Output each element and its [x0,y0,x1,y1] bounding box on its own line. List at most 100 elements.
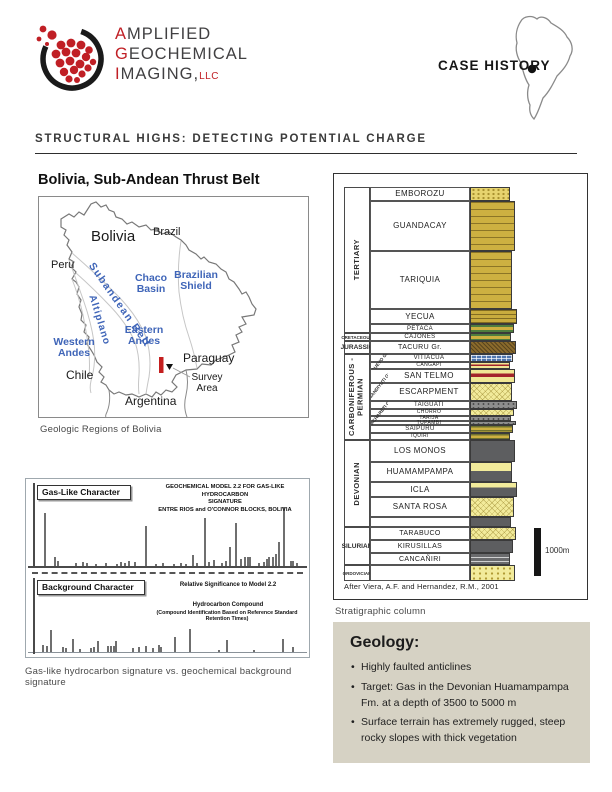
strat-period-silurian: SILURIAN [342,527,372,565]
bar [208,562,211,566]
map-label-western-andes: Western Andes [53,336,95,360]
bar [120,562,123,566]
strat-formation-chorro: CHORRO [370,409,470,416]
bar [145,525,148,566]
strat-lithology-escarpment [470,383,512,401]
strat-column-area: TERTIARY CRETACEOUS JURASSIC CARBONIFEROUS … [341,187,584,583]
gas-like-bars [36,481,304,566]
strat-formation-taiguati: TAIGUATI [370,401,470,409]
map-label-paraguay: Paraguay [183,351,235,365]
strat-lithology-saipuru [470,425,513,433]
bar [277,542,280,566]
logo-line-1: AMPLIFIED [115,24,212,43]
bar [272,557,275,566]
bar [162,562,165,566]
bar [292,561,295,566]
chart-ylabel: Relative Significance to Model 2.2 [179,582,277,588]
strat-lithology-kirusillas [470,540,513,553]
background-character-label: Background Character [37,580,145,595]
map-figure: Bolivia, Sub-Andean Thrust Belt [38,172,310,452]
bar [62,646,65,652]
geochemical-chart-box: Gas-Like Character GEOCHEMICAL MODEL 2.2… [25,478,310,658]
bar [225,561,228,566]
bolivia-map: Bolivia Brazil Peru Chaco Basin Brazilia… [38,196,309,418]
bar [203,518,206,566]
bar [160,646,163,652]
strat-lithology-santa-rosa [470,497,514,517]
gas-like-panel: Gas-Like Character GEOCHEMICAL MODEL 2.2… [28,481,307,568]
strat-formation-tarija: TARIJA [370,416,470,421]
strat-formation-cajones: CAJONES [370,333,470,341]
strat-formation-tupambi: TUPAMBI [370,420,470,425]
bar [75,562,78,566]
bar [116,564,119,566]
chart-caption: Gas-like hydrocarbon signature vs. geoch… [25,666,292,688]
bar [234,523,237,566]
bar [95,564,98,566]
bar [93,646,96,652]
agi-logo: AMPLIFIED GEOCHEMICAL IMAGING,LLC [33,18,248,92]
bar [64,647,67,652]
bar [97,641,100,652]
strat-group-mandiyuti-gr: MANDIYUTI Gr. [371,370,388,400]
panel-divider [32,572,303,574]
strat-formation-cangapi: CANGAPI [370,362,470,369]
strat-lithology-tupambi [470,421,516,425]
bar [50,629,53,652]
strat-lithology-chorro [470,409,514,416]
strat-formation-santa-rosa: SANTA ROSA [370,497,470,517]
strat-lithology-san-telmo [470,369,515,383]
bar [138,646,141,652]
strat-formation-tacuru-gr: TACURU Gr. [370,341,470,354]
strat-formation-guandacay: GUANDACAY [370,201,470,251]
bar [229,546,232,566]
bar [226,639,229,652]
bar [85,562,88,566]
bar [57,561,59,566]
neighbor-borders [105,369,188,417]
strat-lithology-tariquia [470,251,512,309]
header-rule [35,153,577,154]
bar [257,562,260,566]
south-america-outline-icon [515,15,573,121]
logo-line-2: GEOCHEMICAL [115,44,248,63]
strat-attribution: After Viera, A.F. and Hernandez, R.M., 2… [344,582,499,591]
chart-xlabel-line-1: Hydrocarbon Compound [192,602,264,608]
bar [79,649,82,652]
geology-bullet: Surface terrain has extremely rugged, st… [351,715,576,747]
bar [275,553,278,566]
chart-xlabel-line-2: (Compound Identification Based on Refere… [156,610,298,622]
geochemical-chart-figure: Gas-Like Character GEOCHEMICAL MODEL 2.2… [25,478,312,688]
map-label-argentina: Argentina [125,394,177,408]
bar [249,557,252,566]
bar [246,556,249,566]
strat-period-cretaceous: CRETACEOUS [341,333,373,341]
bar [115,640,118,652]
strat-formation-kirusillas: KIRUSILLAS [370,540,470,553]
strat-formation-icla: ICLA [370,482,470,497]
strat-lithology-tacuru-gr [470,341,516,354]
map-label-chile: Chile [66,368,94,382]
strat-formation-emborozu: EMBOROZU [370,187,470,201]
strat-formation-canca-iri: CANCAÑIRI [370,553,470,565]
case-history-header: CASE HISTORY [420,10,595,128]
bar [239,558,242,566]
strat-period-jurassic: JURASSIC [341,341,373,354]
bar [145,646,148,652]
bar [265,559,268,566]
strat-lithology-tarabuco [470,527,516,540]
strat-formation-tariquia: TARIQUIA [370,251,470,309]
geology-title: Geology: [350,634,420,651]
bar [262,562,265,566]
bar [185,564,188,566]
chart-title-line-3: ENTRE RIOS and O'CONNOR BLOCKS, BOLIVIA [158,506,292,513]
bar [289,561,292,566]
bar [89,648,92,652]
strat-lithology-cell [470,565,515,581]
bar [296,562,299,566]
strat-lithology-icla [470,482,517,497]
strat-lithology-huamampampa [470,462,512,482]
strat-formation-cell [370,517,470,527]
location-dot [527,64,537,74]
strat-lithology-canca-iri [470,553,510,565]
